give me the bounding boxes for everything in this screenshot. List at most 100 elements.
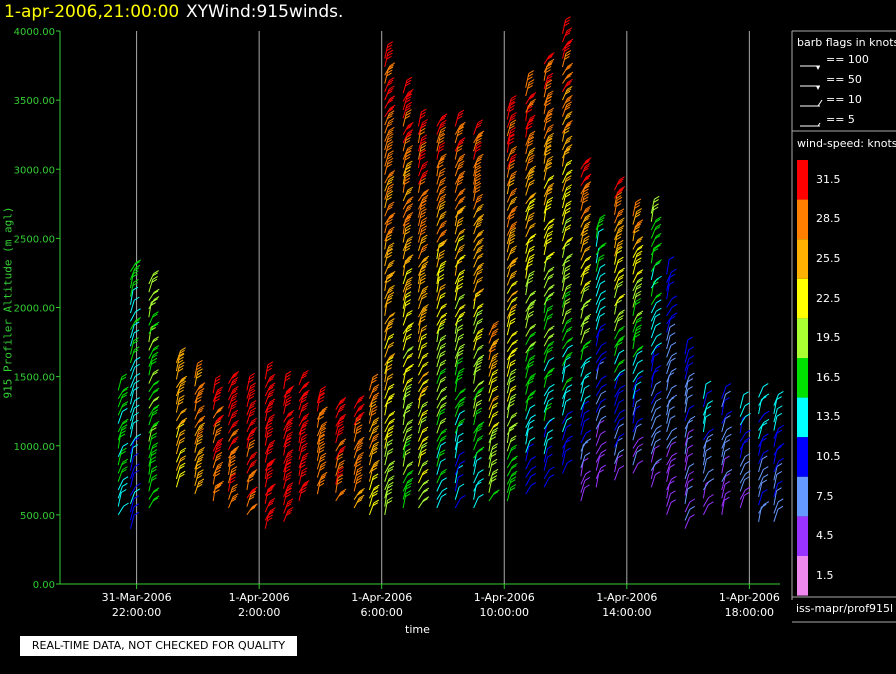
wind-barb-tick [151,477,157,482]
wind-barb-tick [509,487,516,491]
wind-barb [543,373,548,388]
wind-barb [506,487,512,502]
wind-barb-tick [585,255,592,260]
wind-barb-tick [565,42,571,47]
wind-barb-tick [725,490,731,495]
wind-barb [298,437,303,452]
wind-barb-tick [688,346,695,351]
wind-barb-tick [134,397,140,401]
wind-barb-tick [387,430,394,435]
wind-barb [384,136,389,151]
wind-barb-tick [269,388,275,393]
wind-barb-tick [528,215,534,219]
wind-barb-tick [197,481,204,486]
wind-barb-tick [268,416,274,421]
wind-barb-tick [618,328,624,332]
wind-barb [129,390,135,405]
wind-barb-tick [619,384,626,389]
wind-barb [684,339,689,355]
wind-barb-tick [584,159,591,163]
wind-barb-tick [320,464,326,469]
wind-barb-tick [386,400,393,405]
wind-barb-tick [387,186,394,191]
wind-barb-tick [527,176,534,181]
wind-barb-tick [318,412,325,417]
wind-barb-tick [404,393,411,398]
wind-barb-tick [338,429,344,433]
wind-barb-tick [152,409,159,414]
wind-barb-tick [567,120,573,125]
wind-barb [129,491,136,504]
wind-barb-tick [564,32,571,37]
wind-barb-tick [284,394,291,399]
wind-barb [525,422,530,437]
wind-barb [402,153,407,168]
wind-barb-tick [422,352,429,357]
wind-barb-tick [510,119,517,124]
wind-barb-tick [151,465,158,470]
wind-barb [702,450,707,466]
wind-barb [335,453,340,468]
wind-barb-tick [217,437,224,442]
wind-barb-tick [618,208,625,213]
wind-barb-tick [371,438,378,443]
wind-barb [650,199,655,214]
wind-barb [117,445,124,458]
wind-barb-tick [600,244,606,249]
wind-barb-tick [547,343,554,348]
wind-barb-tick [285,428,292,433]
wind-barb-tick [302,391,309,396]
wind-barb-tick [493,338,500,343]
wind-barb-tick [566,171,572,176]
wind-barb-tick [286,484,293,489]
wind-barb-tick [635,210,642,215]
wind-barb-tick [319,458,325,463]
wind-barb [561,392,566,408]
wind-barb-tick [153,396,160,401]
wind-barb-tick [230,415,237,419]
wind-barb-tick [637,350,643,355]
wind-barb-tick [526,125,533,130]
wind-barb [684,456,689,471]
wind-barb-tick [441,303,447,308]
wind-barb-tick [422,498,429,502]
wind-barb-tick [270,507,276,512]
wind-barb-tick [153,311,159,316]
y-tick-label: 500.00 [20,511,55,522]
wind-barb-tick [476,336,482,341]
wind-barb-tick [476,333,483,338]
wind-barb-tick [619,433,625,438]
wind-barb-tick [548,286,554,291]
wind-barb-tick [582,229,589,234]
wind-barb-tick [422,381,428,386]
wind-barb-tick [386,163,392,168]
wind-barb-tick [439,203,445,208]
wind-barb-tick [320,386,327,390]
wind-barb-tick [407,323,413,328]
wind-barb-tick [250,429,257,433]
wind-barb-tick [564,276,570,280]
wind-barb-tick [231,466,238,471]
wind-barb-tick [566,135,573,140]
wind-barb-tick [529,203,535,208]
wind-barb [562,413,569,424]
wind-barb [264,364,269,380]
wind-barb-tick [600,405,606,410]
wind-barb-tick [565,203,571,208]
wind-barb-tick [405,174,411,179]
wind-barb-tick [548,90,554,95]
wind-barb-tick [421,225,428,230]
wind-barb-tick [456,318,463,323]
wind-barb-tick [439,420,446,425]
wind-barb-tick [230,473,237,478]
wind-barb-tick [565,138,572,142]
wind-barb-tick [359,487,365,492]
wind-barb-tick [671,303,678,308]
wind-barb-tick [529,194,536,198]
wind-barb-tick [763,393,770,398]
wind-barb-tick [440,305,446,310]
colorbar-label: 28.5 [816,212,841,226]
wind-barb [666,418,671,433]
wind-barb [702,504,709,516]
wind-barb-tick [302,455,308,460]
